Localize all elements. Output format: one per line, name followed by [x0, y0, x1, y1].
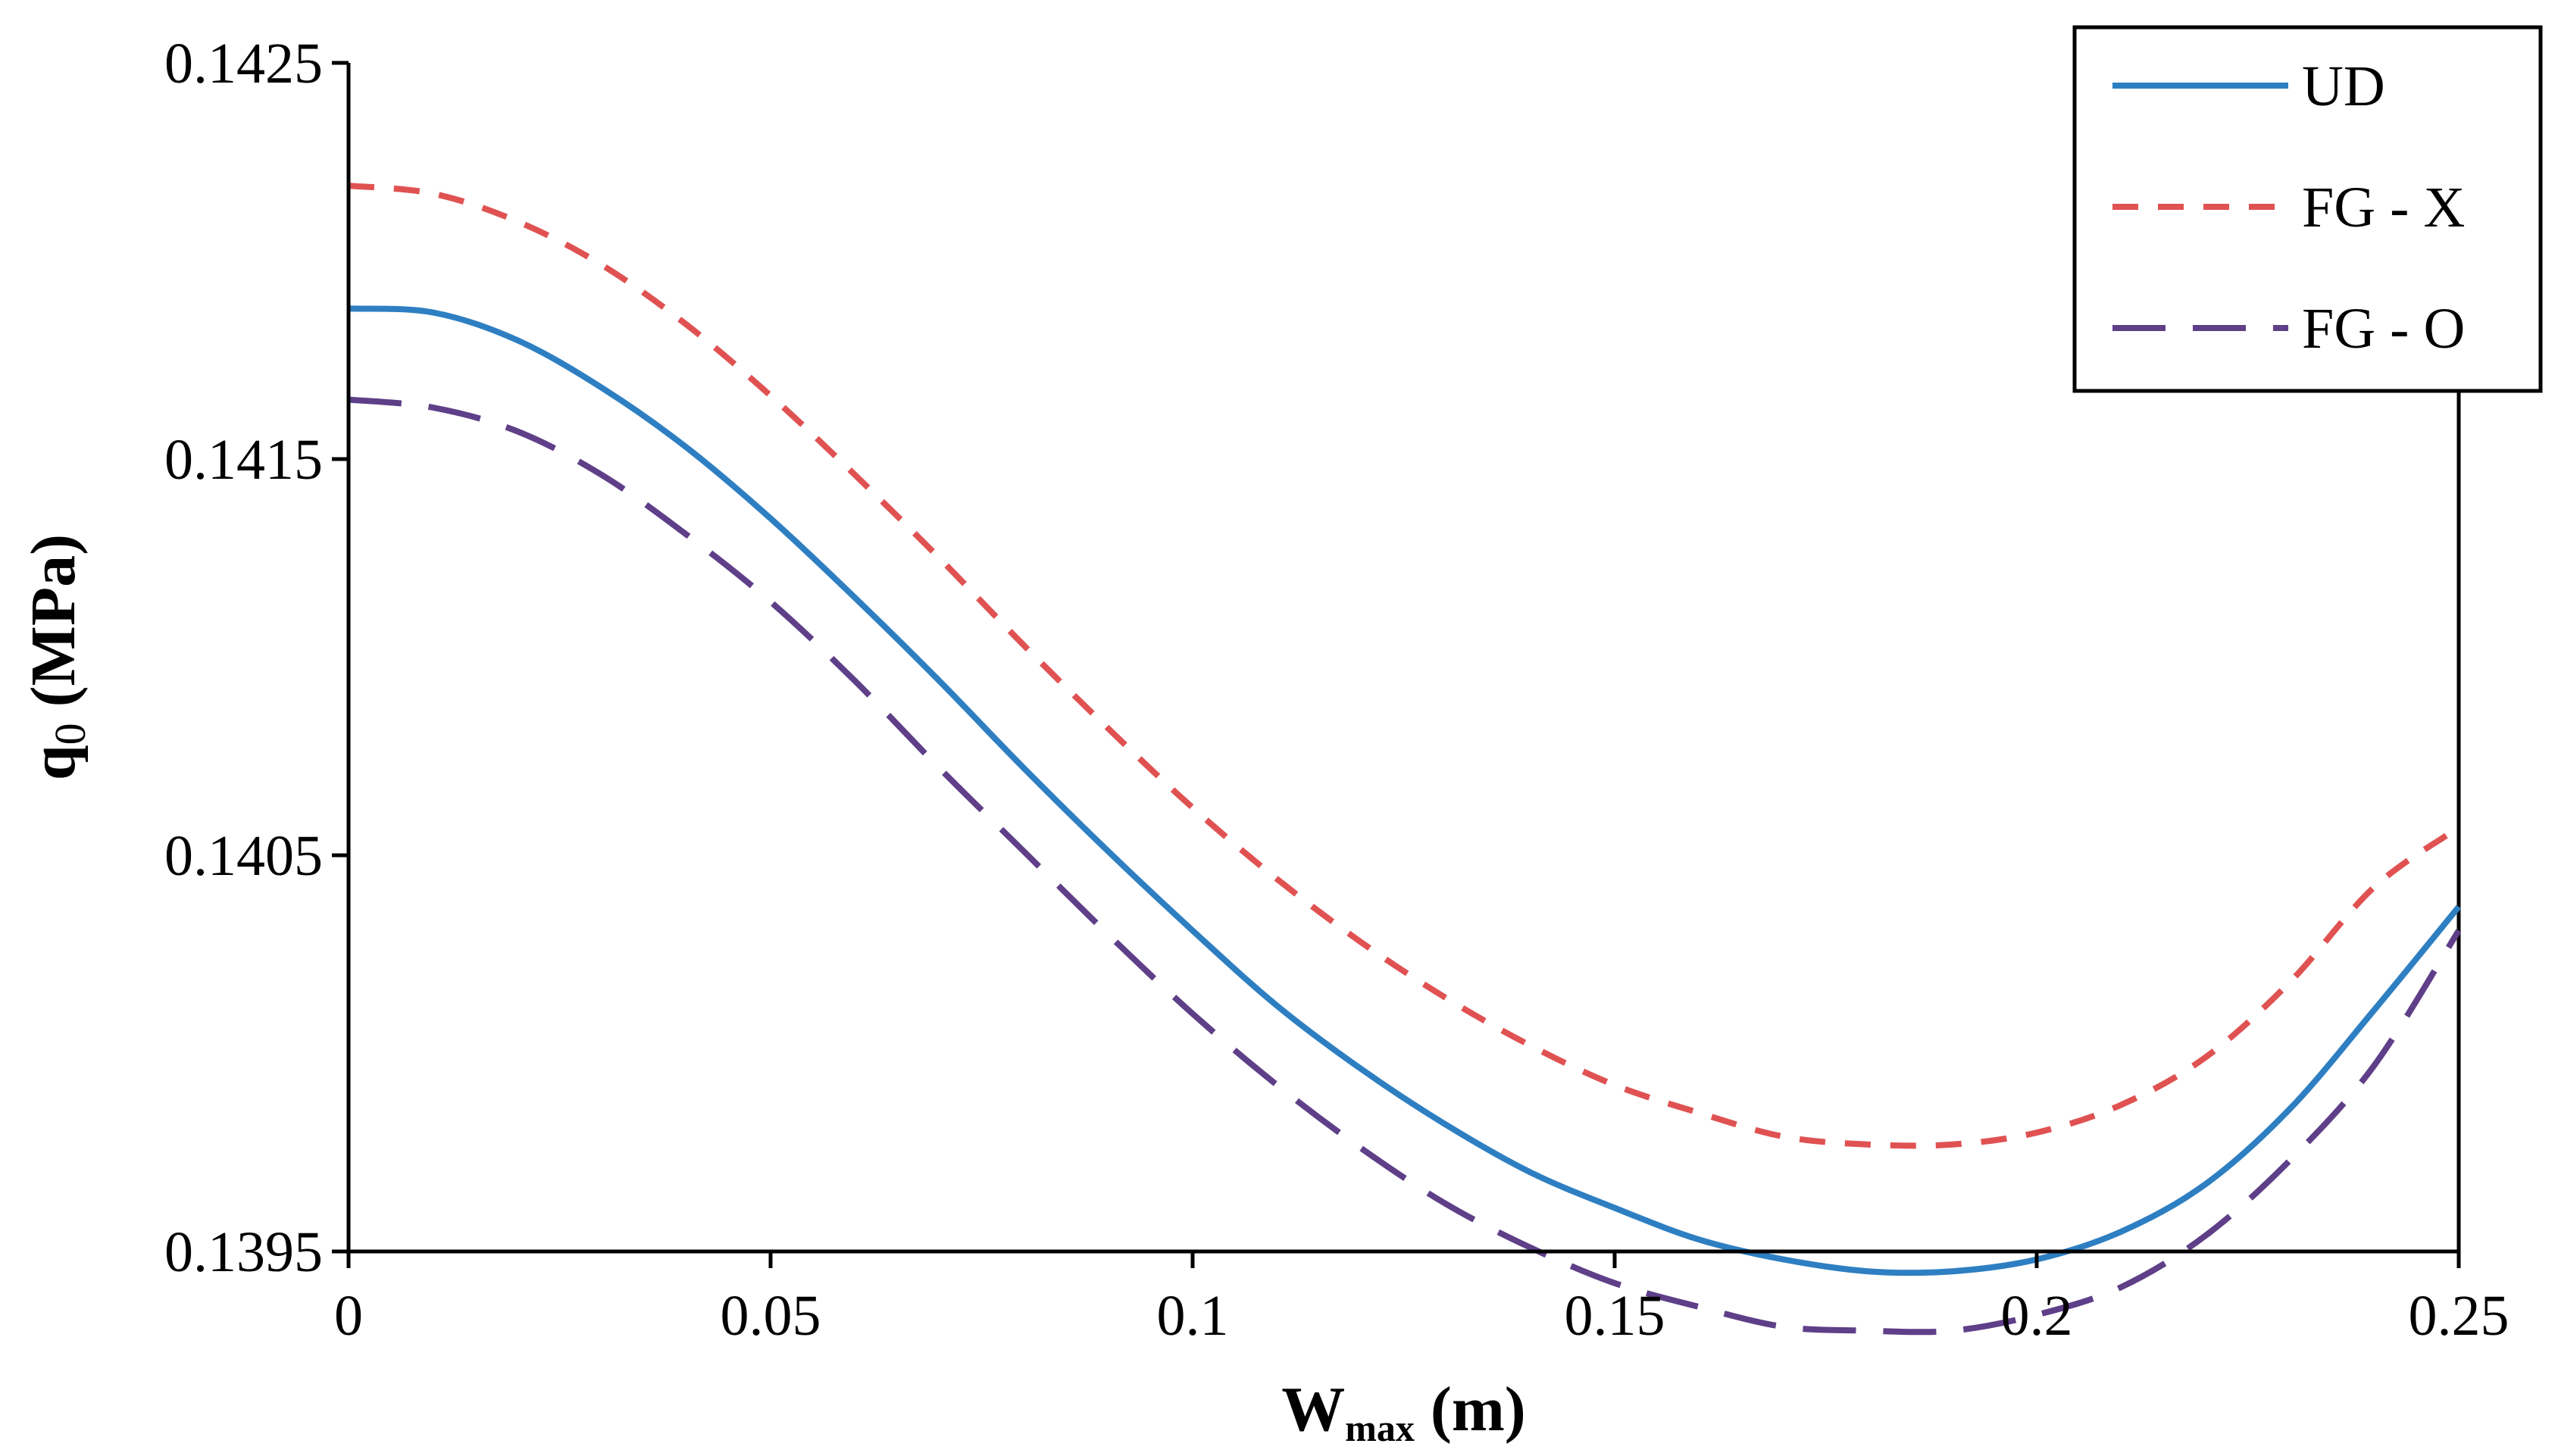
y-axis-title: q0 (MPa) — [18, 534, 95, 780]
y-axis-title-subscript: 0 — [45, 723, 95, 745]
y-tick-label: 0.1425 — [164, 32, 323, 95]
x-tick-label: 0.15 — [1565, 1284, 1665, 1348]
x-tick-label: 0.25 — [2409, 1284, 2510, 1348]
legend-label-fg-o: FG - O — [2302, 297, 2465, 361]
x-tick-label: 0.05 — [721, 1284, 821, 1348]
x-axis-title: Wmax (m) — [1281, 1374, 1526, 1449]
series-line-ud — [348, 305, 2462, 1276]
x-axis-title-unit: (m) — [1415, 1374, 1526, 1445]
series-line-fg-o — [348, 396, 2462, 1336]
x-axis-title-main: W — [1281, 1374, 1345, 1445]
x-axis-title-subscript: max — [1345, 1407, 1415, 1449]
y-axis-title-unit: (MPa) — [18, 534, 89, 723]
y-axis-title-main: q — [18, 745, 89, 780]
tick-marks — [332, 61, 2461, 1268]
axes — [346, 63, 2459, 1254]
x-tick-label: 0.2 — [2001, 1284, 2073, 1348]
x-tick-label: 0.1 — [1157, 1284, 1229, 1348]
tick-labels: 0.1395 0.1405 0.1415 0.1425 0 0.05 0.1 0.15 0.2 0… — [164, 32, 2510, 1348]
series-layer — [348, 183, 2462, 1336]
y-tick-label: 0.1415 — [164, 428, 323, 492]
legend-label-ud: UD — [2302, 55, 2385, 118]
x-tick-label: 0 — [334, 1284, 363, 1348]
y-tick-label: 0.1395 — [164, 1220, 323, 1284]
series-line-fg-x — [348, 183, 2461, 1149]
legend-label-fg-x: FG - X — [2302, 176, 2465, 239]
legend: UD FG - X FG - O — [2072, 25, 2543, 393]
y-tick-label: 0.1405 — [164, 824, 323, 888]
